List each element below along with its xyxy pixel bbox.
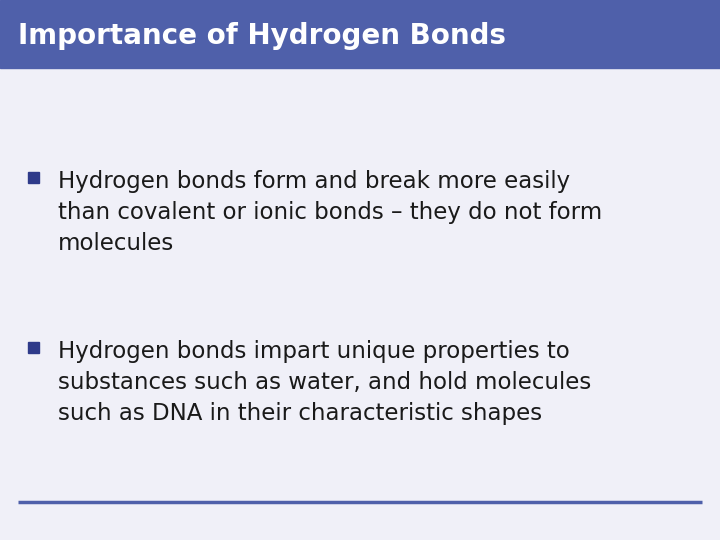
Text: Hydrogen bonds impart unique properties to
substances such as water, and hold mo: Hydrogen bonds impart unique properties …: [58, 340, 591, 425]
Bar: [28, 342, 39, 353]
Bar: [0, 0, 720, 68]
Text: Hydrogen bonds form and break more easily
than covalent or ionic bonds – they do: Hydrogen bonds form and break more easil…: [58, 170, 602, 255]
Bar: [28, 172, 39, 183]
Text: Importance of Hydrogen Bonds: Importance of Hydrogen Bonds: [18, 22, 506, 50]
